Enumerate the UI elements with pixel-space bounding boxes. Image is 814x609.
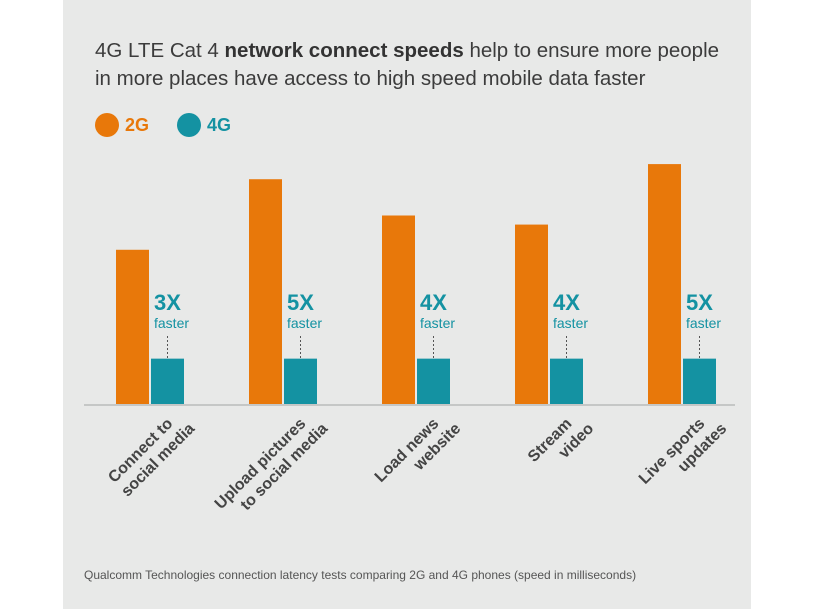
legend-label-4g: 4G	[207, 114, 232, 135]
bar-4g	[284, 358, 317, 404]
legend: 2G 4G	[95, 113, 259, 137]
bar-2g	[382, 215, 415, 404]
category-label: Load newswebsite	[372, 407, 464, 499]
legend-item-2g: 2G	[95, 113, 149, 137]
faster-label: faster	[287, 315, 322, 331]
category-label: Connect tosocial media	[105, 407, 198, 500]
bar-2g	[515, 224, 548, 404]
faster-label: faster	[686, 315, 721, 331]
category-label: Streamvideo	[525, 407, 597, 479]
legend-swatch-2g	[95, 113, 119, 137]
faster-label: faster	[553, 315, 588, 331]
footnote: Qualcomm Technologies connection latency…	[84, 568, 637, 582]
bar-2g	[648, 164, 681, 404]
multiplier-label: 4X	[420, 290, 447, 315]
faster-label: faster	[420, 315, 455, 331]
bar-4g	[151, 358, 184, 404]
chart-title: 4G LTE Cat 4 network connect speeds help…	[95, 37, 735, 93]
multiplier-label: 5X	[686, 290, 713, 315]
multiplier-label: 4X	[553, 290, 580, 315]
legend-label-2g: 2G	[125, 114, 150, 135]
title-part-1: 4G LTE Cat 4	[95, 39, 225, 62]
multiplier-label: 5X	[287, 290, 314, 315]
title-part-2: help to ensure more people in more place…	[95, 39, 720, 90]
bar-4g	[683, 358, 716, 404]
multiplier-label: 3X	[154, 290, 181, 315]
bar-2g	[249, 179, 282, 404]
title-bold: network connect speeds	[224, 39, 464, 62]
category-label: Upload picturesto social media	[212, 407, 332, 527]
bar-4g	[550, 358, 583, 404]
bar-4g	[417, 358, 450, 404]
legend-item-4g: 4G	[177, 113, 231, 137]
bar-2g	[116, 249, 149, 404]
legend-swatch-4g	[177, 113, 202, 137]
faster-label: faster	[154, 315, 189, 331]
category-label: Live sportsupdates	[636, 407, 730, 501]
